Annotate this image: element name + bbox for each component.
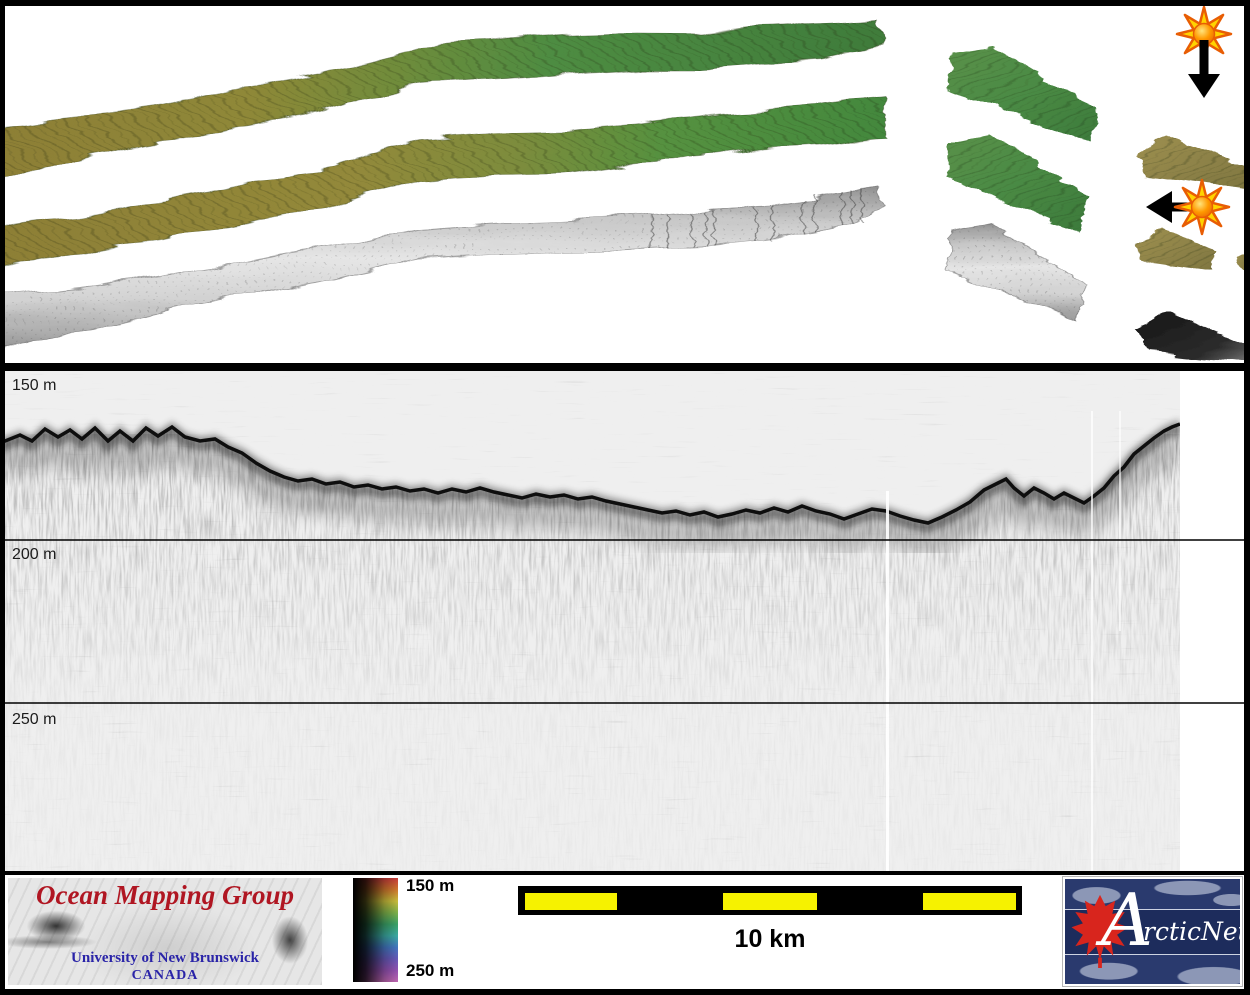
colorbar-bottom-label: 250 m xyxy=(406,961,455,980)
arcticnet-initial: A xyxy=(1101,879,1153,962)
backscatter-swath xyxy=(0,185,885,349)
maple-leaf-icon xyxy=(1071,894,1129,969)
sun-indicator-left xyxy=(1146,178,1231,236)
arcticnet-map-band-top xyxy=(1065,879,1240,910)
footer-bar: Ocean Mapping Group University of New Br… xyxy=(0,875,1250,989)
data-gap-stripes xyxy=(886,411,1121,871)
panel-separator-upper xyxy=(0,363,1250,371)
omg-subtitle: University of New Brunswick xyxy=(71,950,259,966)
frame-border-left xyxy=(0,0,5,995)
arcticnet-logo-inner: A rcticNet xyxy=(1065,879,1240,984)
bathymetry-swath-middle xyxy=(0,95,887,267)
arcticnet-logo: A rcticNet xyxy=(1062,876,1243,987)
swath-mosaic-panel xyxy=(0,5,1246,362)
frame-border-bottom xyxy=(0,989,1250,995)
omg-title: Ocean Mapping Group xyxy=(35,880,295,910)
scale-bar xyxy=(518,886,1022,915)
scale-bar-segment xyxy=(524,892,618,911)
omg-country: CANADA xyxy=(131,968,199,983)
frame-border-top xyxy=(0,0,1250,6)
omg-logo: Ocean Mapping Group University of New Br… xyxy=(8,878,322,985)
arrow-down-icon xyxy=(1188,40,1220,98)
depth-label-200: 200 m xyxy=(12,546,57,563)
sun-icon xyxy=(1173,178,1231,236)
scale-bar-segment xyxy=(922,892,1017,911)
detached-swath-fragments xyxy=(946,46,1246,362)
profile-right-blank xyxy=(1180,371,1250,871)
arcticnet-map-band-bottom xyxy=(1065,954,1240,984)
depth-label-150: 150 m xyxy=(12,377,57,394)
depth-gridlines xyxy=(0,539,1250,704)
arcticnet-wordmark: rcticNet xyxy=(1143,917,1240,946)
frame-border-right xyxy=(1244,0,1250,995)
backscatter-seams xyxy=(651,188,863,249)
sun-indicator-down xyxy=(1175,5,1233,98)
panel-separator-lower xyxy=(0,871,1250,875)
scale-bar-label: 10 km xyxy=(734,925,806,953)
scale-bar-segment xyxy=(722,892,818,911)
subbottom-profile-panel xyxy=(0,371,1250,871)
bathymetry-swath-upper xyxy=(0,20,887,179)
depth-colorbar xyxy=(353,878,398,982)
swath-group xyxy=(0,20,1246,362)
colorbar-top-label: 150 m xyxy=(406,876,455,895)
depth-label-250: 250 m xyxy=(12,711,57,728)
